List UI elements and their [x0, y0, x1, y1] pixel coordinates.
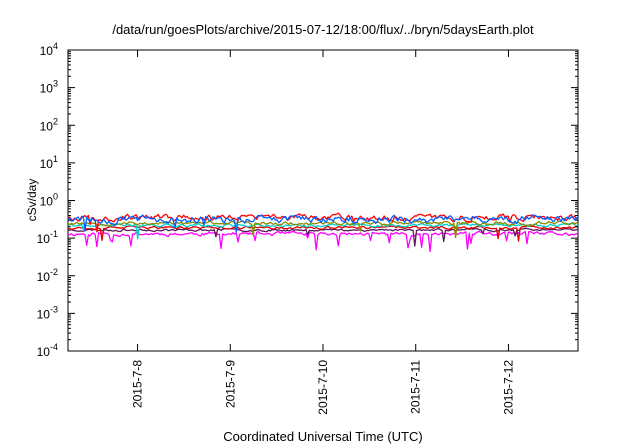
y-tick-label: 104 [40, 41, 58, 58]
series-line [67, 222, 579, 240]
y-axis-label: cSv/day [25, 179, 39, 222]
y-tick-label: 102 [40, 116, 58, 133]
x-tick-label: 2015-7-11 [409, 360, 423, 414]
x-tick-label: 2015-7-8 [131, 360, 145, 408]
chart-title: /data/run/goesPlots/archive/2015-07-12/1… [112, 22, 534, 37]
series-line [67, 227, 579, 247]
x-tick-label: 2015-7-9 [223, 360, 237, 408]
x-tick-label: 2015-7-12 [501, 360, 515, 415]
y-tick-label: 103 [40, 79, 58, 96]
x-tick-label: 2015-7-10 [316, 360, 330, 415]
series-line [67, 220, 579, 239]
series-line [67, 225, 579, 242]
series-line [67, 230, 578, 253]
y-tick-label: 10-2 [37, 267, 58, 284]
y-axis: 10-4 10-3 10-2 10-1 100 101 102 103 104 [37, 41, 578, 359]
x-axis-label: Coordinated Universal Time (UTC) [223, 429, 422, 444]
y-tick-label: 101 [40, 154, 58, 171]
x-axis: 2015-7-8 2015-7-9 2015-7-10 2015-7-11 2015-7… [131, 50, 515, 415]
y-tick-label: 10-3 [37, 304, 58, 321]
series-line [67, 214, 579, 233]
y-tick-label: 10-1 [37, 229, 58, 246]
y-tick-label: 100 [40, 192, 58, 209]
y-tick-label: 10-4 [37, 342, 58, 359]
plot-frame [67, 49, 579, 352]
series-line [67, 212, 579, 233]
series-group [67, 212, 579, 253]
